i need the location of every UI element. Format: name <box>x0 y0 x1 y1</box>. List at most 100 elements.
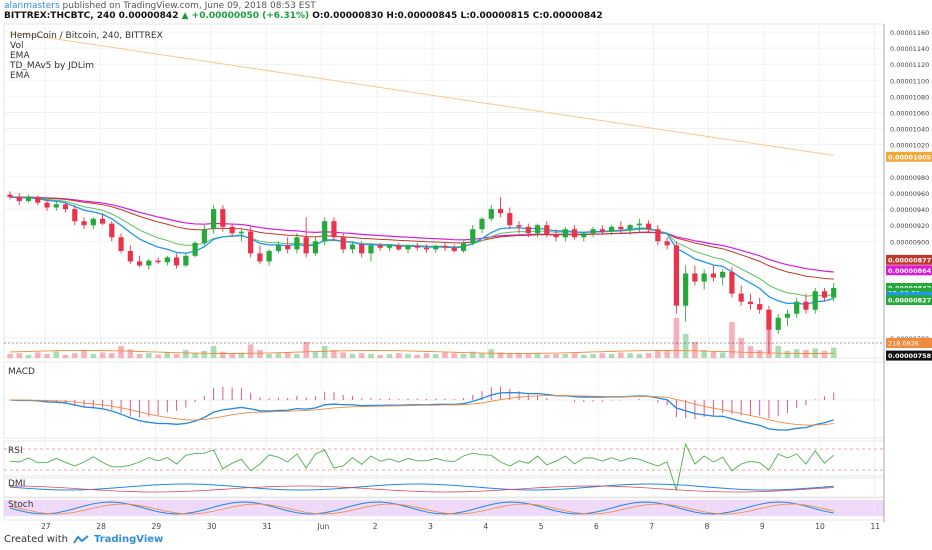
legend-td: TD_MAv5 by JDLim <box>10 61 95 71</box>
volume-bar <box>599 353 606 358</box>
y-tick-label: 0.00000980 <box>890 174 929 182</box>
candle-body <box>109 223 115 238</box>
stoch-d-line <box>9 503 834 515</box>
footer-brand[interactable]: TradingView <box>93 534 164 545</box>
symbol-label: BITTREX:THCBTC, 240 <box>4 11 116 21</box>
volume-bar <box>275 353 282 358</box>
ohlc-values: O:0.00000830 H:0.00000845 L:0.00000815 C… <box>312 11 603 21</box>
x-tick-label: 10 <box>815 522 825 531</box>
volume-bar <box>303 342 309 358</box>
volume-bar <box>701 350 707 358</box>
stoch-k-line <box>9 501 834 515</box>
ema-magenta-line <box>9 196 834 273</box>
candle-body <box>72 209 78 222</box>
candle-body <box>25 197 32 202</box>
price-label-bg <box>886 295 932 306</box>
volume-bar <box>525 353 532 358</box>
candle-body <box>451 247 457 251</box>
volume-bar <box>821 350 828 358</box>
candle-body <box>534 225 541 234</box>
volume-bar <box>664 350 670 358</box>
candle-body <box>497 209 504 214</box>
volume-bar <box>442 352 448 358</box>
volume-bar <box>803 350 809 358</box>
price-label-bg <box>886 151 932 162</box>
macd-signal-line <box>9 395 834 426</box>
x-tick-label: 31 <box>262 522 272 531</box>
candle-body <box>7 194 13 198</box>
candle-body <box>757 304 763 310</box>
candle-body <box>673 245 679 306</box>
y-tick-label: 0.00000920 <box>890 222 929 230</box>
price-label-bg <box>886 350 932 361</box>
candle-body <box>220 209 226 227</box>
price-label: 0.00000864 <box>888 267 932 275</box>
candle-body <box>590 229 596 234</box>
y-tick-label: 0.00000960 <box>890 190 929 198</box>
volume-bar <box>62 354 69 358</box>
volume-bar <box>90 354 97 358</box>
volume-bar <box>636 354 643 358</box>
volume-bar <box>25 354 32 358</box>
candle-body <box>118 237 124 251</box>
volume-bar <box>229 353 235 358</box>
volume-bar <box>544 354 550 358</box>
dmi-minus-line <box>9 485 834 493</box>
volume-bar <box>312 351 319 358</box>
x-tick-label: 28 <box>96 522 106 531</box>
candle-body <box>331 221 337 238</box>
candle-body <box>340 237 346 250</box>
candle-body <box>136 261 143 266</box>
price-change: +0.00000050 (+6.31%) <box>191 11 310 21</box>
candle-body <box>312 241 319 254</box>
price-label: 0.00000827 <box>888 297 931 305</box>
volume-bar <box>358 353 365 358</box>
candle-body <box>99 218 106 224</box>
rsi-title: RSI <box>8 446 23 456</box>
x-tick-label: 30 <box>207 522 217 531</box>
candle-body <box>414 246 420 248</box>
macd-line <box>9 392 834 431</box>
y-tick-label: 0.00001020 <box>890 142 929 150</box>
volume-bar <box>673 318 680 358</box>
dmi-plus-line <box>9 483 834 491</box>
ema-slow-line <box>9 31 834 156</box>
candle-body <box>683 273 689 306</box>
volume-bar <box>738 338 744 358</box>
volume-bar <box>99 352 106 358</box>
candle-body <box>257 253 263 262</box>
stoch-title: Stoch <box>8 500 34 510</box>
candle-body <box>294 237 300 250</box>
last-price: 0.00000842 <box>118 11 179 21</box>
volume-bar <box>44 354 50 358</box>
volume-bar <box>423 353 430 358</box>
candle-body <box>507 213 513 226</box>
volume-bar <box>331 350 337 358</box>
volume-bar <box>284 352 291 358</box>
footer-text: Created with <box>4 534 68 545</box>
price-label: 0.00000877 <box>888 256 931 264</box>
candle-body <box>173 257 180 266</box>
volume-bar <box>645 353 652 358</box>
tradingview-logo-icon <box>73 534 89 544</box>
pane-2-frame <box>3 440 885 477</box>
volume-bar <box>479 353 485 358</box>
volume-bar <box>775 346 781 358</box>
candle-body <box>192 242 198 256</box>
candle-body <box>562 229 568 238</box>
ema-blue-line <box>9 196 834 306</box>
volume-bar <box>460 354 467 358</box>
author-link[interactable]: alanmasters <box>4 1 60 11</box>
volume-bar <box>451 353 458 358</box>
volume-bar <box>71 353 78 358</box>
legend-vol: Vol <box>10 41 24 51</box>
candle-body <box>16 197 22 202</box>
candle-body <box>183 255 189 266</box>
volume-bar <box>386 354 393 358</box>
volume-bar <box>469 351 476 358</box>
candle-body <box>701 273 707 282</box>
volume-bar <box>220 351 226 358</box>
volume-bar <box>581 354 587 358</box>
